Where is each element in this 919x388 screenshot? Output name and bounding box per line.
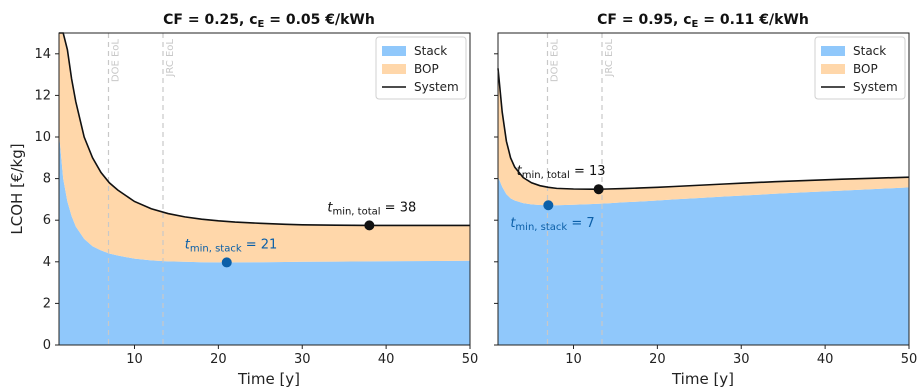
x-tick-label: 30	[294, 352, 311, 367]
x-axis-title-right: Time [y]	[671, 370, 734, 388]
y-tick-label: 12	[34, 88, 51, 103]
legend-bop-label: BOP	[414, 62, 439, 76]
legend-stack-swatch	[821, 46, 845, 56]
min-stack-point	[221, 257, 232, 268]
chart-title-left: CF = 0.25, cE = 0.05 €/kWh	[163, 12, 375, 30]
legend-bop-swatch	[821, 64, 845, 74]
x-tick-label: 40	[378, 352, 395, 367]
y-tick-label: 14	[34, 47, 51, 62]
legend: Stack BOP System	[375, 36, 467, 100]
chart-title-right: CF = 0.95, cE = 0.11 €/kWh	[597, 12, 809, 30]
y-tick-label: 6	[43, 213, 51, 228]
y-tick-label: 0	[43, 338, 51, 353]
y-tick-label: 2	[43, 296, 51, 311]
chart-panel-right: CF = 0.95, cE = 0.11 €/kWh DOE EoL JRC E…	[494, 12, 917, 388]
x-tick-label: 10	[565, 352, 582, 367]
min-stack-annotation: tmin, stack = 21	[185, 237, 278, 254]
stack-area	[498, 176, 909, 345]
legend-bop-swatch	[382, 64, 406, 74]
min-stack-annotation: tmin, stack = 7	[510, 216, 594, 233]
x-tick-label: 20	[210, 352, 227, 367]
x-axis-ticks: 10 20 30 40 50	[565, 345, 917, 367]
plot-frame	[497, 32, 910, 346]
x-axis-ticks: 10 20 30 40 50	[126, 345, 478, 367]
legend-system-label: System	[414, 80, 459, 94]
chart-panel-left: CF = 0.25, cE = 0.05 €/kWh DOE EoL JRC E…	[8, 12, 478, 388]
doe-eol-label: DOE EoL	[549, 39, 560, 83]
legend-bop-label: BOP	[853, 62, 878, 76]
y-axis-ticks: 0 2 4 6 8 10 12 14	[34, 47, 59, 353]
x-tick-label: 30	[733, 352, 750, 367]
plot-area-left: DOE EoL JRC EoL tmin, stack = 21 tmin, t…	[34, 32, 478, 367]
x-axis-title-left: Time [y]	[237, 370, 300, 388]
min-total-point	[593, 184, 604, 195]
bop-area	[59, 33, 470, 263]
stack-area	[59, 132, 470, 345]
y-tick-label: 4	[43, 255, 51, 270]
system-line	[59, 32, 470, 227]
x-tick-label: 10	[126, 352, 143, 367]
bop-area	[498, 68, 909, 206]
x-tick-label: 50	[901, 352, 918, 367]
x-tick-label: 20	[649, 352, 666, 367]
eol-lines: DOE EoL JRC EoL	[107, 33, 176, 345]
plot-area-right: DOE EoL JRC EoL tmin, stack = 7 tmin, to…	[494, 32, 917, 367]
jrc-eol-label: JRC EoL	[604, 39, 615, 78]
doe-eol-label: DOE EoL	[110, 39, 121, 83]
legend-stack-label: Stack	[414, 44, 447, 58]
y-axis-ticks	[494, 53, 498, 346]
plot-frame	[58, 32, 471, 346]
min-total-annotation: tmin, total = 38	[327, 200, 416, 217]
y-tick-label: 8	[43, 172, 51, 187]
min-total-annotation: tmin, total = 13	[517, 164, 606, 181]
min-total-point	[364, 220, 375, 231]
y-tick-label: 10	[34, 130, 51, 145]
legend-system-label: System	[853, 80, 898, 94]
legend-stack-swatch	[382, 46, 406, 56]
jrc-eol-label: JRC EoL	[165, 39, 176, 78]
min-stack-point	[543, 200, 554, 211]
y-axis-title: LCOH [€/kg]	[8, 143, 26, 234]
x-tick-label: 40	[817, 352, 834, 367]
legend-stack-label: Stack	[853, 44, 886, 58]
legend: Stack BOP System	[814, 36, 906, 100]
x-tick-label: 50	[462, 352, 479, 367]
